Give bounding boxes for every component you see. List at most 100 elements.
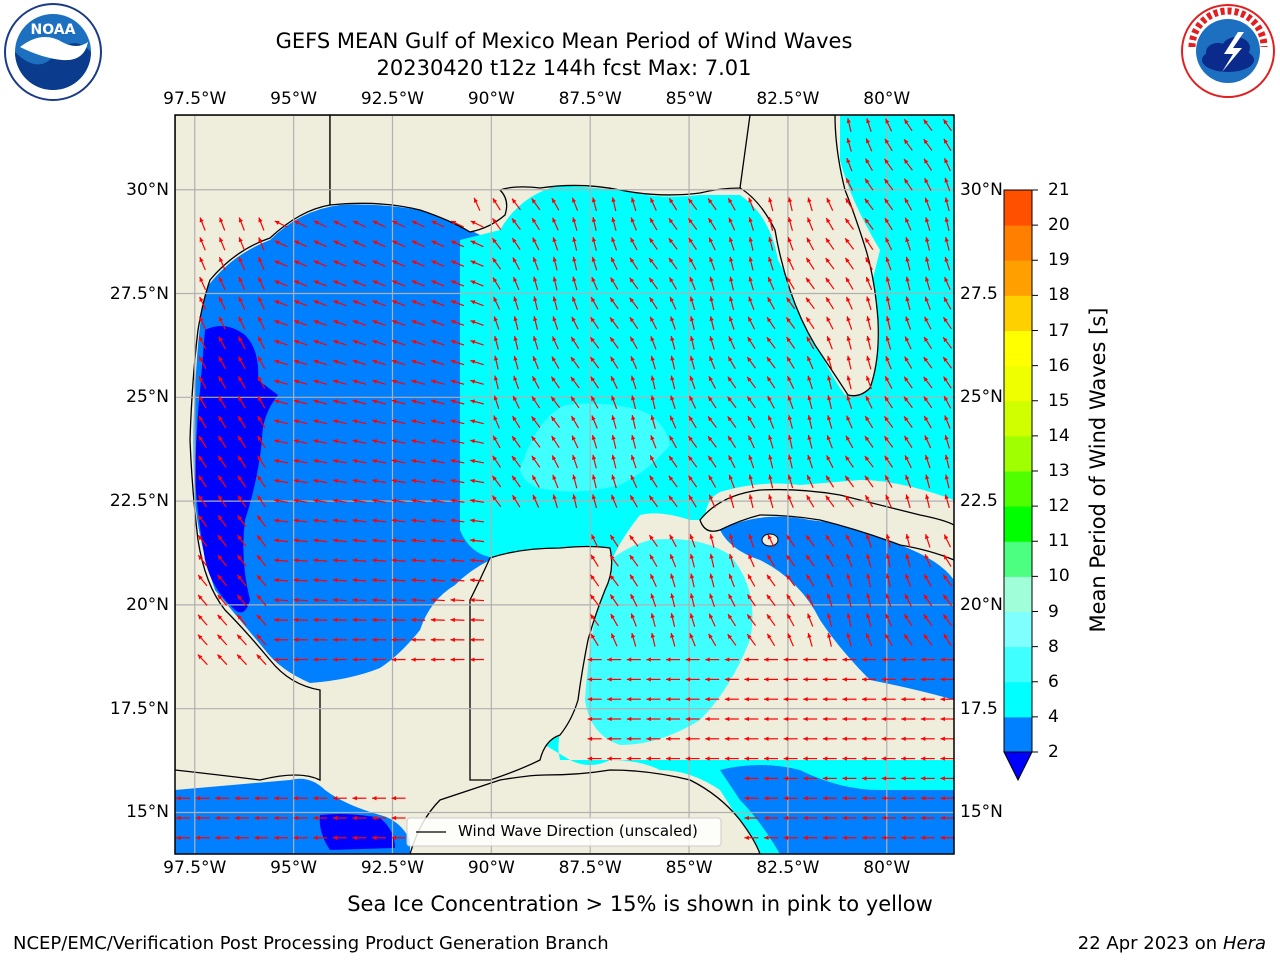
wind-wave-arrow bbox=[570, 376, 580, 389]
wind-wave-arrow bbox=[862, 736, 876, 741]
wind-wave-arrow bbox=[313, 419, 328, 425]
wind-wave-arrow bbox=[689, 355, 696, 370]
colorbar-segment bbox=[1004, 576, 1032, 612]
wind-wave-arrow bbox=[372, 280, 386, 287]
wind-wave-arrow bbox=[513, 375, 520, 390]
wind-wave-arrow bbox=[198, 375, 207, 389]
wind-wave-arrow bbox=[237, 395, 246, 409]
wind-wave-arrow bbox=[195, 835, 210, 840]
wind-wave-arrow bbox=[352, 617, 367, 623]
wind-wave-arrow bbox=[352, 300, 367, 307]
wind-wave-arrow bbox=[768, 197, 774, 212]
wind-wave-arrow bbox=[925, 256, 931, 271]
wind-wave-arrow bbox=[827, 395, 833, 410]
wind-wave-arrow bbox=[822, 756, 837, 761]
wind-wave-arrow bbox=[905, 573, 912, 588]
wind-wave-arrow bbox=[764, 736, 778, 741]
wind-wave-arrow bbox=[924, 533, 931, 548]
wind-wave-arrow bbox=[920, 736, 935, 741]
colorbar-segment bbox=[1004, 611, 1032, 648]
colorbar-segment bbox=[1004, 190, 1032, 226]
wind-wave-arrow bbox=[846, 335, 852, 350]
wind-wave-arrow bbox=[944, 276, 951, 291]
wind-wave-arrow bbox=[787, 257, 795, 271]
wind-wave-arrow bbox=[768, 494, 774, 509]
wind-wave-arrow bbox=[865, 257, 873, 271]
lat-tick-label-right: 15°N bbox=[960, 802, 1003, 823]
wind-wave-arrow bbox=[236, 574, 247, 587]
wind-wave-arrow bbox=[629, 257, 639, 270]
wind-wave-arrow bbox=[372, 399, 386, 405]
wind-wave-arrow bbox=[313, 558, 328, 563]
colorbar-label: Mean Period of Wind Waves [s] bbox=[1086, 307, 1110, 633]
wind-wave-arrow bbox=[708, 217, 717, 231]
wind-wave-arrow bbox=[450, 359, 465, 366]
wind-wave-arrow bbox=[430, 597, 445, 603]
wind-wave-arrow bbox=[920, 697, 935, 702]
wind-wave-arrow bbox=[744, 776, 759, 781]
wind-wave-arrow bbox=[866, 613, 872, 627]
wind-wave-arrow bbox=[768, 434, 774, 449]
lon-tick-label-top: 82.5°W bbox=[756, 89, 820, 109]
wind-wave-arrow bbox=[470, 260, 484, 267]
wind-wave-arrow bbox=[533, 296, 538, 311]
wind-wave-arrow bbox=[787, 474, 794, 489]
wind-wave-arrow bbox=[609, 297, 619, 310]
wind-wave-arrow bbox=[531, 375, 540, 389]
wind-wave-arrow bbox=[450, 339, 465, 346]
wind-wave-arrow bbox=[864, 494, 874, 508]
wind-wave-arrow bbox=[827, 613, 833, 627]
wind-wave-arrow bbox=[274, 478, 288, 484]
wind-wave-arrow bbox=[901, 756, 916, 761]
wind-wave-arrow bbox=[512, 494, 521, 508]
wind-wave-arrow bbox=[431, 300, 445, 307]
wind-wave-arrow bbox=[881, 815, 896, 821]
wind-wave-arrow bbox=[646, 677, 661, 682]
wind-wave-arrow bbox=[785, 554, 796, 567]
national-weather-service-logo bbox=[1181, 4, 1275, 98]
wind-wave-arrow bbox=[689, 613, 696, 627]
wind-wave-arrow bbox=[195, 796, 210, 801]
colorbar-tick-label: 18 bbox=[1048, 285, 1070, 306]
wind-wave-arrow bbox=[332, 796, 347, 801]
wind-wave-arrow bbox=[923, 594, 933, 607]
wind-wave-arrow bbox=[766, 316, 776, 330]
wind-wave-arrow bbox=[670, 573, 676, 588]
wind-wave-arrow bbox=[729, 276, 734, 291]
wind-wave-arrow bbox=[786, 297, 796, 310]
wind-wave-arrow bbox=[217, 614, 228, 626]
wind-wave-arrow bbox=[944, 197, 950, 212]
wind-wave-arrow bbox=[883, 178, 894, 191]
wind-wave-arrow bbox=[587, 697, 602, 702]
wind-wave-arrow bbox=[332, 419, 347, 425]
wind-wave-arrow bbox=[450, 597, 465, 603]
wind-wave-arrow bbox=[846, 395, 853, 410]
wind-wave-arrow bbox=[822, 677, 837, 682]
wind-wave-arrow bbox=[708, 355, 716, 370]
wind-wave-arrow bbox=[727, 415, 737, 429]
wind-wave-arrow bbox=[313, 478, 328, 484]
wind-wave-arrow bbox=[923, 356, 933, 369]
wind-wave-arrow bbox=[293, 796, 308, 801]
wind-wave-arrow bbox=[198, 455, 207, 468]
wind-wave-arrow bbox=[767, 395, 775, 409]
wind-wave-arrow bbox=[256, 614, 267, 626]
wind-wave-arrow bbox=[197, 634, 208, 646]
wind-wave-arrow bbox=[215, 835, 230, 840]
wind-wave-arrow bbox=[215, 815, 230, 821]
wind-wave-arrow bbox=[827, 375, 833, 390]
wind-wave-arrow bbox=[572, 256, 578, 271]
wind-wave-arrow bbox=[650, 375, 656, 390]
cuba-land bbox=[699, 488, 954, 561]
colorbar-segment bbox=[1004, 400, 1032, 437]
colorbar-tick-label: 21 bbox=[1048, 180, 1070, 200]
wind-wave-arrow bbox=[274, 280, 288, 287]
wind-wave-arrow bbox=[470, 399, 484, 405]
wind-wave-arrow bbox=[767, 296, 775, 310]
wind-wave-arrow bbox=[217, 475, 227, 488]
wind-wave-arrow bbox=[551, 435, 560, 449]
wind-wave-arrow bbox=[352, 478, 367, 484]
wind-wave-arrow bbox=[728, 474, 735, 489]
wind-wave-arrow bbox=[920, 756, 935, 761]
wind-wave-arrow bbox=[218, 316, 226, 330]
